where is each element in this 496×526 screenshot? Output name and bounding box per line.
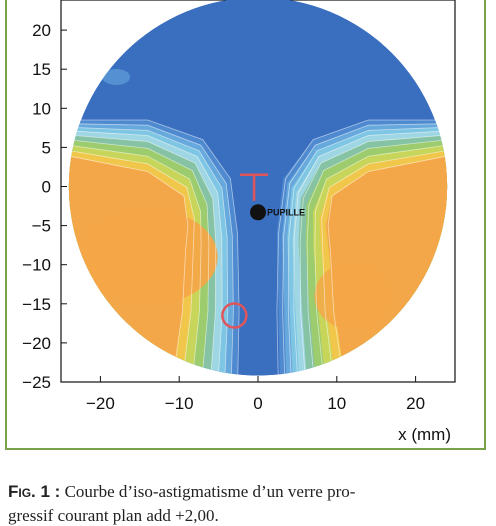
- contour-line: [306, 137, 448, 376]
- contour-line: [68, 122, 234, 376]
- contour-line: [327, 152, 448, 376]
- figure-frame: −20 −10 0 10 20 25 20 15 10 5 0 −5 −10 −15 −20 −25 x (mm…: [5, 0, 486, 450]
- caption-text: Courbe d’iso-astigmatisme d’un verre pro…: [60, 482, 356, 501]
- figure-number: Fig. 1 :: [8, 482, 61, 501]
- contour-line: [68, 142, 202, 376]
- contour-line: [68, 137, 210, 376]
- near-vision-marker: [221, 302, 248, 329]
- contour-line: [293, 129, 448, 376]
- x-tick-label: −20: [86, 394, 115, 413]
- pupil-label: PUPILLE: [267, 207, 305, 217]
- y-tick-label: −20: [22, 334, 51, 353]
- contour-line: [68, 119, 240, 376]
- caption-text-line2: gressif courant plan add +2,00.: [8, 506, 219, 525]
- y-tick-label: −15: [22, 295, 51, 314]
- y-tick-label: −5: [32, 217, 51, 236]
- axes: −20 −10 0 10 20 25 20 15 10 5 0 −5 −10 −15 −20 −25 x (mm…: [22, 0, 451, 444]
- y-tick-label: 25: [32, 0, 51, 1]
- y-tick-label: −10: [22, 256, 51, 275]
- contour-line: [68, 126, 229, 376]
- contour-line: [68, 133, 217, 376]
- y-tick-label: 0: [42, 178, 51, 197]
- contour-line: [68, 152, 189, 376]
- contour-plot: −20 −10 0 10 20 25 20 15 10 5 0 −5 −10 −15 −20 −25 x (mm…: [22, 0, 456, 444]
- contour-bands: [68, 0, 448, 376]
- y-tick-label: −25: [22, 373, 51, 392]
- x-tick-label: −10: [165, 394, 194, 413]
- contour-line: [68, 147, 195, 376]
- y-tick-label: 15: [32, 60, 51, 79]
- y-tick-label: 5: [42, 138, 51, 157]
- contour-line: [321, 147, 448, 376]
- x-tick-label: 10: [327, 394, 346, 413]
- pupil-marker: [250, 204, 266, 221]
- contour-line: [282, 122, 448, 376]
- x-tick-label: 20: [406, 394, 425, 413]
- annotations: PUPILLE: [221, 173, 305, 329]
- y-tick-label: 10: [32, 99, 51, 118]
- figure-caption: Fig. 1 : Courbe d’iso-astigmatisme d’un …: [8, 480, 496, 504]
- contour-line: [287, 126, 448, 376]
- astigmatism-peak-left: [77, 208, 218, 305]
- y-tick-label: 20: [32, 21, 51, 40]
- contour-patch: [102, 69, 131, 86]
- contour-line: [276, 119, 448, 376]
- contour-line: [314, 142, 448, 376]
- far-vision-marker: [240, 173, 269, 201]
- x-axis-label: x (mm): [398, 425, 451, 444]
- x-tick-label: 0: [253, 394, 262, 413]
- contour-line: [299, 133, 448, 376]
